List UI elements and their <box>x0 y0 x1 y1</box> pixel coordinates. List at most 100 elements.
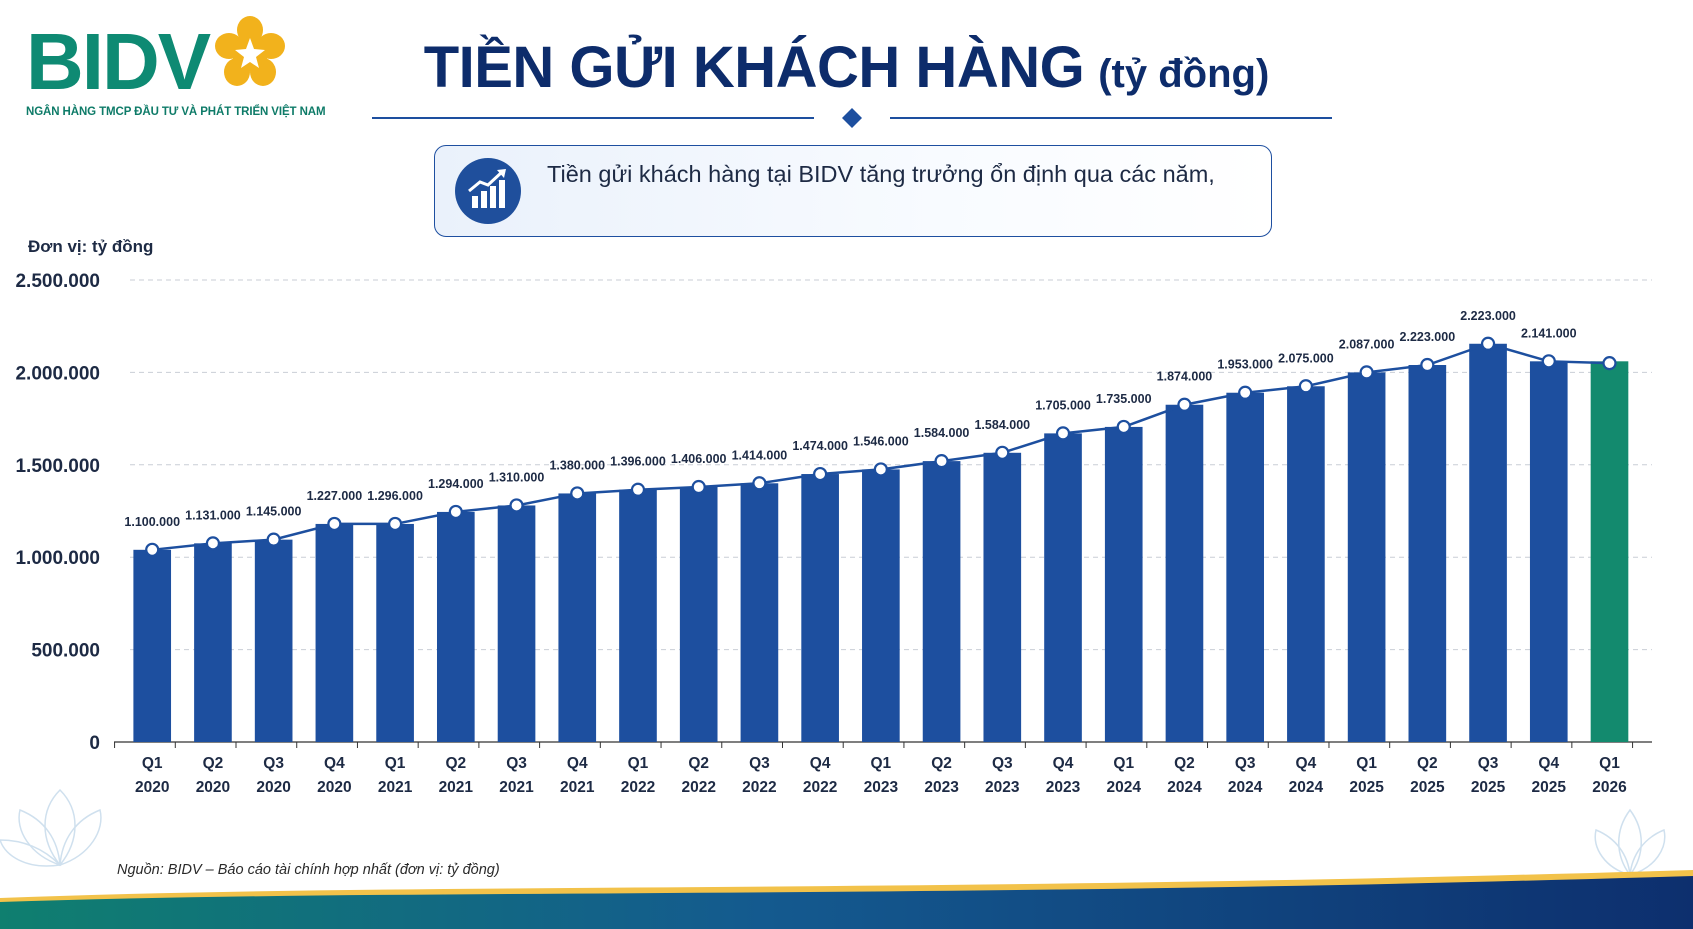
data-point <box>1298 379 1313 394</box>
x-tick-quarter: Q3 <box>506 755 527 772</box>
data-point <box>387 516 403 532</box>
x-tick-quarter: Q4 <box>567 755 588 772</box>
bar <box>983 452 1022 742</box>
title-main: TIỀN GỬI KHÁCH HÀNG <box>423 35 1085 100</box>
bar <box>133 549 172 742</box>
data-label: 1.145.000 <box>246 505 302 519</box>
x-tick-quarter: Q2 <box>445 755 466 772</box>
data-label: 2.087.000 <box>1339 337 1395 351</box>
data-point <box>1177 397 1192 412</box>
data-label: 1.414.000 <box>732 448 788 462</box>
x-tick-year: 2022 <box>681 779 715 796</box>
data-point <box>995 445 1010 460</box>
y-tick-label: 1.000.000 <box>15 548 100 569</box>
x-tick-quarter: Q1 <box>1113 755 1134 772</box>
x-tick-year: 2021 <box>499 779 534 796</box>
unit-label: Đơn vị: tỷ đồng <box>28 237 153 256</box>
y-tick-label: 1.500.000 <box>15 456 100 477</box>
x-tick-quarter: Q1 <box>628 755 649 772</box>
data-point <box>1055 426 1071 441</box>
data-point <box>1420 357 1435 373</box>
y-tick-label: 2.500.000 <box>15 271 100 292</box>
x-tick-quarter: Q4 <box>324 755 345 772</box>
x-tick-year: 2020 <box>317 779 351 796</box>
data-label: 1.294.000 <box>428 477 484 491</box>
x-tick-year: 2020 <box>256 779 290 796</box>
data-point <box>1541 354 1556 369</box>
x-tick-quarter: Q4 <box>1538 755 1559 772</box>
data-point <box>145 542 160 557</box>
y-tick-label: 0 <box>89 733 100 754</box>
title-unit: (tỷ đồng) <box>1098 52 1270 96</box>
growth-chart-icon <box>455 158 521 224</box>
data-label: 2.075.000 <box>1278 351 1334 365</box>
bar <box>922 461 961 742</box>
x-tick-year: 2025 <box>1532 779 1567 796</box>
x-tick-year: 2025 <box>1410 779 1445 796</box>
data-label: 1.953.000 <box>1217 358 1273 372</box>
data-label: 1.584.000 <box>974 418 1030 432</box>
data-point <box>752 476 767 491</box>
x-tick-year: 2020 <box>135 779 169 796</box>
x-tick-year: 2024 <box>1289 779 1324 796</box>
x-tick-quarter: Q3 <box>992 755 1013 772</box>
x-tick-quarter: Q2 <box>203 755 224 772</box>
bar <box>376 523 414 742</box>
data-label: 2.223.000 <box>1460 309 1516 323</box>
bar <box>436 511 475 742</box>
data-point <box>205 536 221 551</box>
title-divider <box>372 108 1332 128</box>
x-tick-quarter: Q4 <box>1053 755 1074 772</box>
x-tick-quarter: Q1 <box>1356 755 1377 772</box>
data-point <box>813 466 828 482</box>
data-label: 2.223.000 <box>1400 330 1456 344</box>
lotus-decoration-left-icon <box>0 788 102 867</box>
data-label: 1.705.000 <box>1035 398 1091 412</box>
y-tick-label: 500.000 <box>31 641 100 662</box>
x-tick-year: 2022 <box>803 779 837 796</box>
x-tick-year: 2021 <box>439 779 474 796</box>
bar <box>1347 372 1386 742</box>
lotus-decoration-right-icon <box>1594 808 1666 877</box>
data-label: 1.474.000 <box>792 439 848 453</box>
data-point <box>1359 365 1374 380</box>
bar <box>1044 433 1082 742</box>
bar <box>619 489 657 742</box>
x-tick-quarter: Q2 <box>931 755 952 772</box>
data-point <box>1116 419 1131 435</box>
bar <box>1104 426 1143 742</box>
data-label: 1.227.000 <box>307 489 363 503</box>
bar <box>862 469 900 742</box>
logo-tagline: NGÂN HÀNG TMCP ĐẦU TƯ VÀ PHÁT TRIỂN VIỆT… <box>26 106 326 118</box>
bar <box>740 483 779 742</box>
bar <box>315 523 354 742</box>
data-label: 1.131.000 <box>185 508 241 522</box>
bidv-logo: BIDV NGÂN HÀNG TMCP ĐẦU TƯ VÀ PHÁT TRIỂN… <box>26 16 326 126</box>
bar <box>1469 343 1507 742</box>
bar <box>194 543 232 742</box>
bar <box>679 486 718 742</box>
x-tick-year: 2022 <box>621 779 655 796</box>
x-tick-quarter: Q3 <box>1478 755 1499 772</box>
data-label: 1.296.000 <box>367 489 423 503</box>
x-tick-quarter: Q2 <box>688 755 709 772</box>
data-point <box>934 454 949 469</box>
data-point <box>448 504 463 520</box>
x-tick-quarter: Q1 <box>142 755 163 772</box>
bar <box>497 505 536 742</box>
data-label: 1.380.000 <box>549 458 605 472</box>
bar <box>1287 386 1325 742</box>
x-tick-year: 2025 <box>1471 779 1506 796</box>
x-tick-year: 2023 <box>1046 779 1081 796</box>
bar <box>558 493 597 742</box>
x-tick-year: 2023 <box>924 779 959 796</box>
bar <box>801 474 839 742</box>
x-tick-year: 2020 <box>196 779 230 796</box>
bar <box>1226 392 1264 742</box>
data-label: 1.100.000 <box>124 515 180 529</box>
x-tick-quarter: Q3 <box>263 755 284 772</box>
data-label: 1.396.000 <box>610 455 666 469</box>
data-point <box>266 532 281 547</box>
callout-box: Tiền gửi khách hàng tại BIDV tăng trưởng… <box>434 145 1272 237</box>
data-point <box>1480 336 1496 351</box>
